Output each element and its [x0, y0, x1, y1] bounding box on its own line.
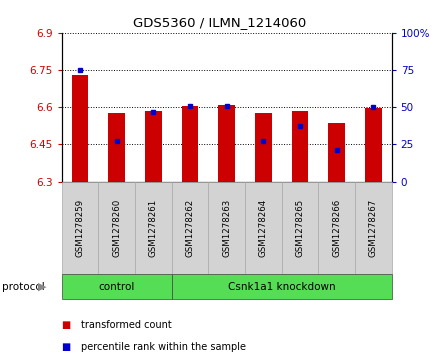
Text: GSM1278267: GSM1278267 — [369, 199, 378, 257]
Bar — [72, 75, 88, 182]
Text: percentile rank within the sample: percentile rank within the sample — [81, 342, 246, 352]
Text: ■: ■ — [62, 320, 71, 330]
Text: ■: ■ — [62, 342, 71, 352]
Text: GSM1278263: GSM1278263 — [222, 199, 231, 257]
Text: transformed count: transformed count — [81, 320, 172, 330]
Text: GSM1278261: GSM1278261 — [149, 199, 158, 257]
Text: GSM1278259: GSM1278259 — [75, 199, 84, 257]
Bar — [255, 113, 271, 182]
Text: control: control — [99, 282, 135, 292]
Bar — [328, 123, 345, 182]
Bar — [292, 111, 308, 182]
Text: ▶: ▶ — [37, 282, 46, 292]
Text: GSM1278266: GSM1278266 — [332, 199, 341, 257]
Text: GSM1278264: GSM1278264 — [259, 199, 268, 257]
Text: GSM1278260: GSM1278260 — [112, 199, 121, 257]
Bar — [182, 106, 198, 182]
Text: GDS5360 / ILMN_1214060: GDS5360 / ILMN_1214060 — [133, 16, 307, 29]
Text: GSM1278262: GSM1278262 — [185, 199, 194, 257]
Text: protocol: protocol — [2, 282, 45, 292]
Bar — [145, 111, 161, 182]
Bar — [108, 113, 125, 182]
Bar — [365, 108, 381, 182]
Text: GSM1278265: GSM1278265 — [295, 199, 304, 257]
Text: Csnk1a1 knockdown: Csnk1a1 knockdown — [228, 282, 335, 292]
Bar — [218, 105, 235, 182]
